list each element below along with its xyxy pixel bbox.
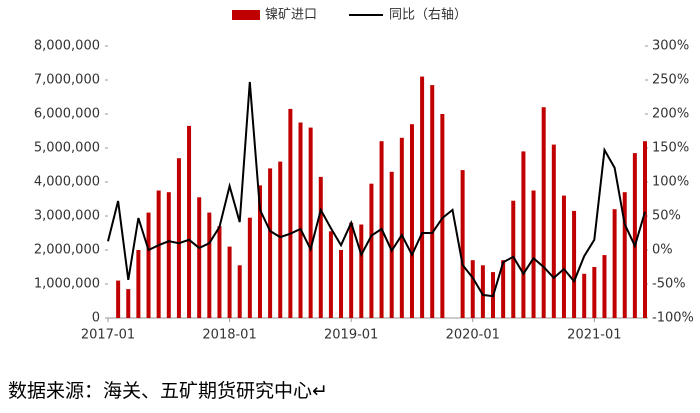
bar	[643, 141, 647, 318]
y2-tick-label: 300%	[652, 39, 689, 54]
bar	[328, 231, 333, 318]
bar	[278, 161, 283, 318]
x-tick-label: 2020-01	[446, 328, 500, 343]
bar	[399, 137, 404, 318]
bar	[339, 250, 344, 318]
bar	[308, 127, 313, 318]
bar	[298, 122, 303, 318]
source-note: 数据来源：海关、五矿期货研究中心↵	[8, 380, 328, 402]
bar	[237, 265, 242, 318]
y-tick-label: 2,000,000	[34, 243, 100, 258]
bar	[409, 124, 414, 318]
y-tick-label: 8,000,000	[34, 39, 100, 54]
y-tick-label: 3,000,000	[34, 209, 100, 224]
bar	[501, 260, 506, 318]
chart: 0 1,000,000 2,000,000 3,000,000 4,000,000 5,0…	[34, 8, 694, 343]
bar	[166, 192, 171, 318]
bar	[460, 170, 465, 318]
bar	[511, 200, 516, 318]
y2-tick-label: 200%	[652, 107, 689, 122]
bar	[136, 250, 141, 318]
bar	[612, 209, 617, 318]
bar	[561, 195, 566, 318]
bar	[257, 185, 262, 318]
bar	[440, 114, 445, 318]
bar	[126, 289, 131, 318]
bar	[632, 153, 637, 318]
bar	[116, 280, 121, 318]
bar	[318, 176, 323, 318]
y-tick-label: 5,000,000	[34, 141, 100, 156]
x-tick-label: 2021-01	[567, 328, 621, 343]
bar	[622, 192, 627, 318]
y-tick-label: 0	[92, 311, 100, 326]
bar	[176, 158, 181, 318]
line	[107, 81, 646, 298]
bar	[572, 210, 577, 318]
legend-swatch	[232, 10, 260, 20]
bar	[217, 226, 222, 318]
legend-label: 镍矿进口	[265, 8, 317, 23]
bar	[187, 125, 192, 319]
x-tick-label: 2017-01	[81, 328, 135, 343]
x-tick-label: 2018-01	[202, 328, 256, 343]
y-tick-label: 1,000,000	[34, 277, 100, 292]
y2-tick-label: 50%	[652, 209, 681, 224]
bar	[521, 151, 526, 318]
bar	[359, 224, 364, 318]
legend-label: 同比（右轴）	[389, 8, 467, 23]
y2-tick-label: 0%	[652, 243, 673, 258]
y2-tick-label: 100%	[652, 175, 689, 190]
y2-tick-label: 250%	[652, 73, 689, 88]
y2-tick-label: -100%	[652, 311, 694, 326]
bar	[480, 265, 485, 318]
bar	[582, 273, 587, 318]
bar	[541, 107, 546, 318]
bar	[592, 267, 597, 318]
y-tick-label: 6,000,000	[34, 107, 100, 122]
bar	[470, 260, 475, 318]
bar	[156, 190, 161, 318]
bar	[369, 183, 374, 318]
bar	[349, 222, 354, 318]
bar	[146, 212, 151, 318]
bar	[207, 212, 212, 318]
bar	[288, 108, 293, 319]
y-tick-label: 7,000,000	[34, 73, 100, 88]
bar	[551, 144, 556, 318]
bar	[247, 217, 252, 318]
bar	[389, 171, 394, 318]
bar	[602, 255, 607, 318]
bar	[197, 197, 202, 318]
y2-tick-label: -50%	[652, 277, 686, 292]
bar	[430, 85, 435, 318]
bar	[531, 190, 536, 318]
bar	[227, 246, 232, 318]
y2-tick-label: 150%	[652, 141, 689, 156]
x-tick-label: 2019-01	[324, 328, 378, 343]
bar	[268, 168, 273, 318]
bar	[420, 76, 425, 318]
y-tick-label: 4,000,000	[34, 175, 100, 190]
